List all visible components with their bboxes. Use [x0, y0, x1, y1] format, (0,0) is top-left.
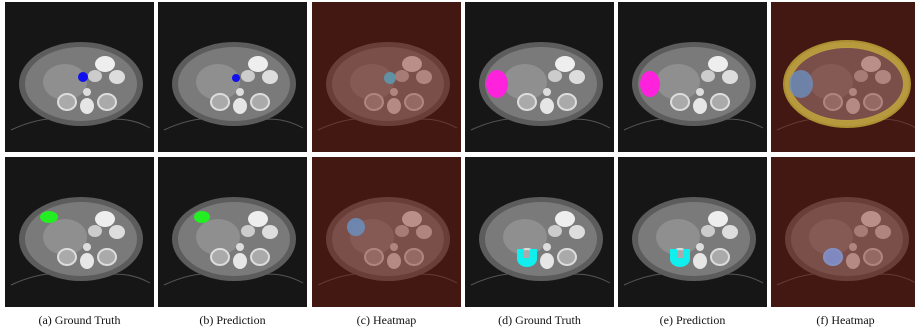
caption: (f) Heatmap	[816, 313, 874, 327]
image-panel	[465, 2, 614, 152]
segmentation-mask	[486, 70, 508, 98]
image-panel	[771, 2, 915, 152]
image-panel	[312, 2, 461, 152]
segmentation-mask	[78, 72, 88, 82]
segmentation-mask	[194, 211, 210, 223]
caption: (e) Prediction	[660, 313, 726, 327]
figure: (a) Ground Truth (b) Prediction (c) Heatma…	[0, 0, 915, 332]
image-panel	[158, 157, 307, 307]
ct-image	[618, 2, 767, 152]
caption: (d) Ground Truth	[498, 313, 581, 327]
ct-image	[158, 157, 307, 307]
image-panel	[158, 2, 307, 152]
heatmap-spot	[384, 72, 396, 84]
heatmap-overlay	[771, 157, 915, 307]
caption: (b) Prediction	[199, 313, 265, 327]
image-panel	[5, 157, 154, 307]
heatmap-overlay	[312, 157, 461, 307]
ct-image	[618, 157, 767, 307]
ct-image	[465, 2, 614, 152]
caption: (c) Heatmap	[357, 313, 417, 327]
heatmap-spot	[789, 70, 813, 98]
image-panel	[312, 157, 461, 307]
heatmap-spot	[823, 248, 843, 266]
ct-image	[465, 157, 614, 307]
image-panel	[618, 2, 767, 152]
segmentation-mask	[40, 211, 58, 223]
segmentation-mask	[232, 74, 240, 82]
image-panel	[5, 2, 154, 152]
image-panel	[771, 157, 915, 307]
heatmap-spot	[347, 218, 365, 236]
segmentation-mask	[640, 71, 660, 97]
image-panel	[618, 157, 767, 307]
image-panel	[465, 157, 614, 307]
caption: (a) Ground Truth	[38, 313, 120, 327]
ct-image	[5, 157, 154, 307]
